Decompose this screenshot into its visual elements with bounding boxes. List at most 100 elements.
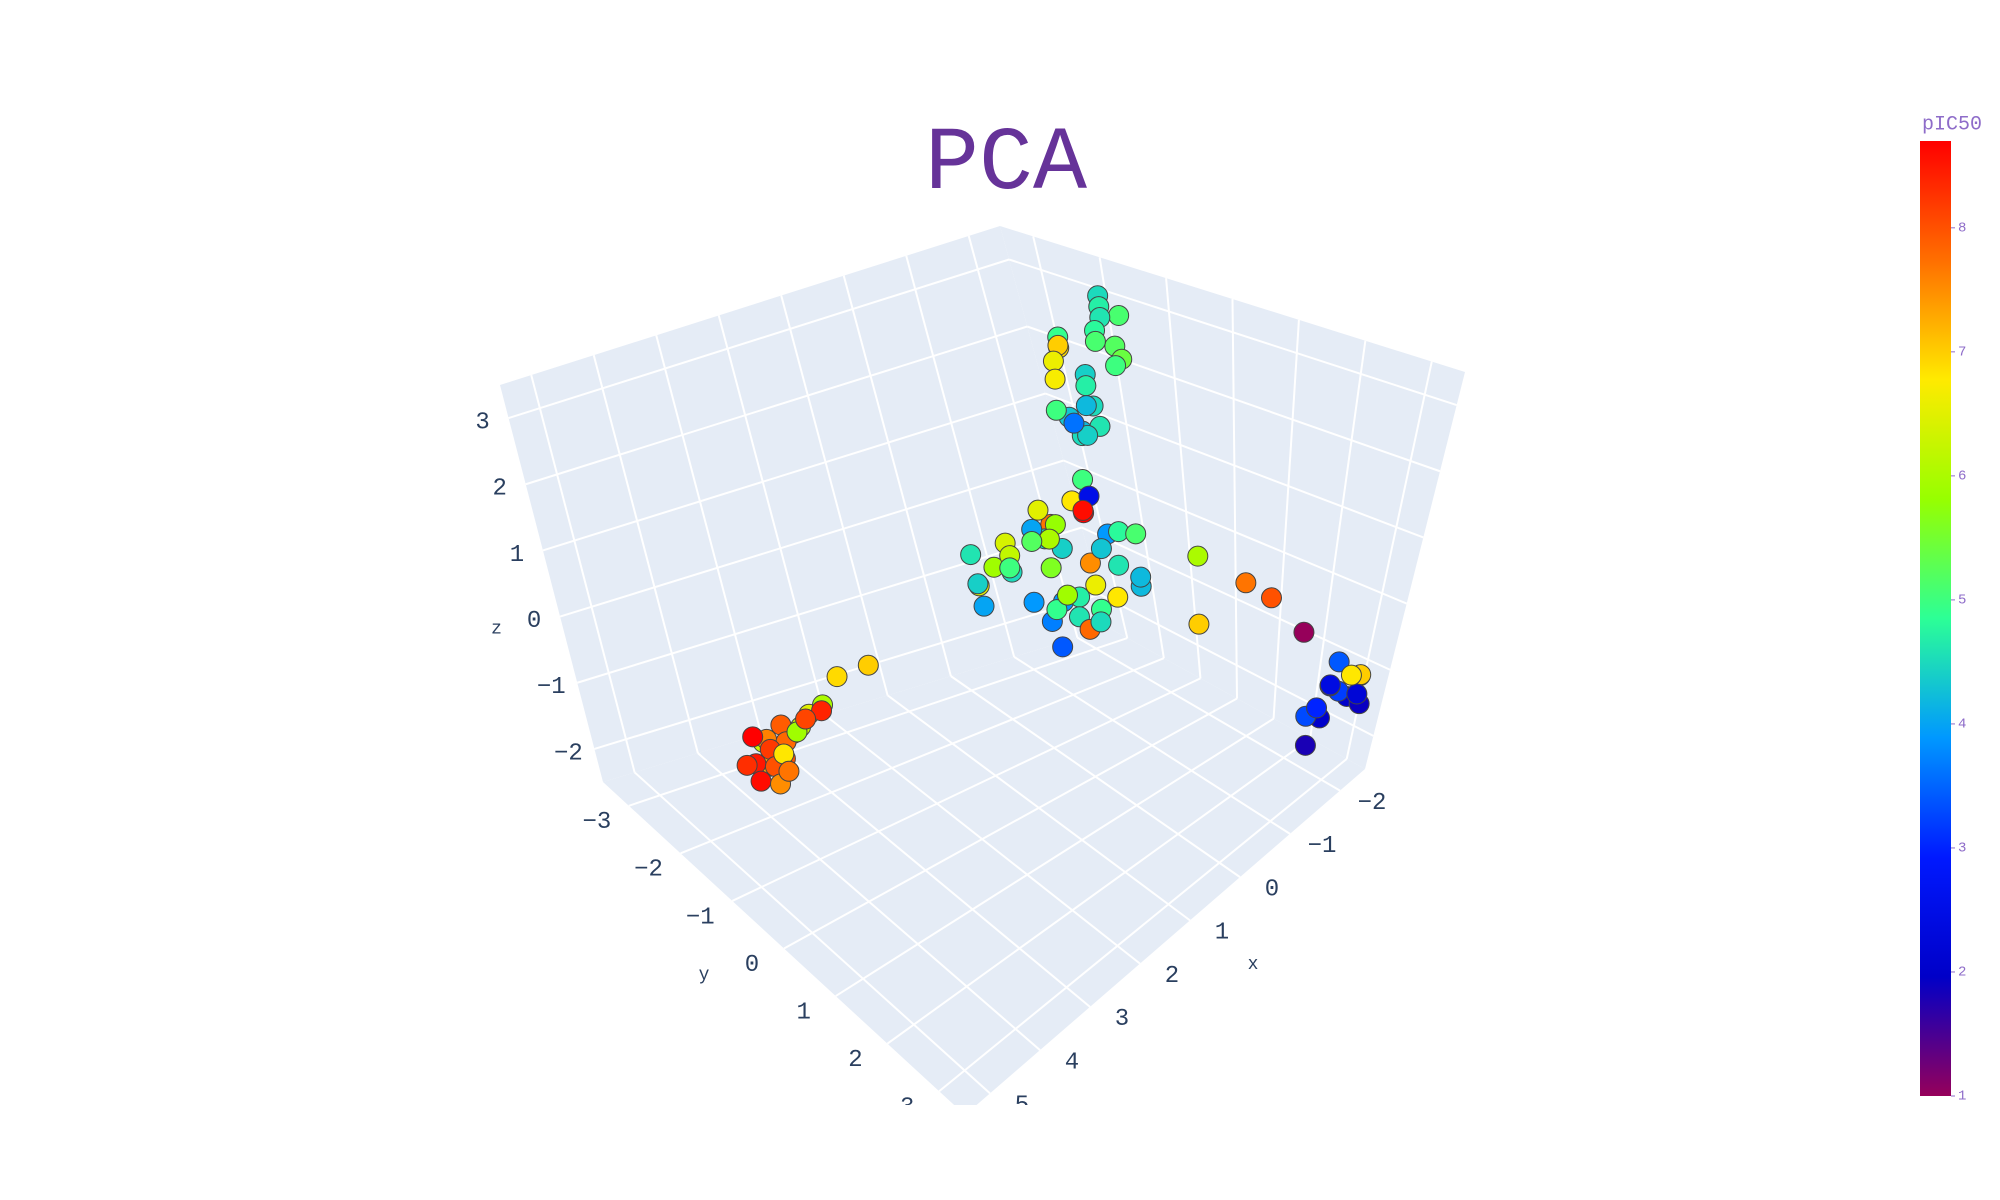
x-tick-label: 3 [1115,1006,1129,1033]
x-tick-label: 5 [1015,1093,1029,1120]
data-point [1079,552,1101,574]
x-tick-label: 1 [1215,920,1229,947]
data-point [1319,674,1341,696]
data-point [960,544,982,566]
wall [500,226,1109,782]
data-point [1038,528,1060,550]
z-tick-label: −1 [537,674,566,701]
grid-line [1081,526,1391,671]
y-tick-label: −3 [582,809,611,836]
data-point [1108,304,1130,326]
grid-line [886,737,1311,1045]
data-point [1042,350,1064,372]
grid-line [780,295,889,696]
data-point [1293,621,1315,643]
chart-title: PCA [925,114,1087,216]
data-point [1084,330,1106,352]
colorbar-tick-label: 1 [1958,1089,1966,1105]
data-point [1328,651,1350,673]
data-point [1046,599,1068,621]
grid-line [628,637,1128,807]
grid-line [783,697,1238,950]
data-point [1057,584,1079,606]
z-tick-label: 2 [493,476,507,503]
grid-line [1165,278,1202,679]
data-point [1044,368,1066,390]
grid-line [594,593,1101,750]
data-point [999,557,1021,579]
grid-line [508,258,1010,420]
grid-line [576,526,1083,684]
x-tick-label: −2 [1358,790,1387,817]
grid-line [1063,459,1408,605]
data-point [778,760,800,782]
x-tick-label: −1 [1308,833,1337,860]
grid-line [835,717,1275,997]
data-point [1045,399,1067,421]
grid-line [717,315,826,715]
colorbar-scale [1920,141,1951,1096]
y-tick-label: −2 [634,857,663,884]
data-point [967,573,989,595]
grid-line [542,392,1046,552]
z-tick-label: 1 [510,542,524,569]
grid-line [1231,298,1238,699]
x-tick-label: 4 [1065,1049,1079,1076]
y-tick-label: 2 [848,1047,862,1074]
data-point [1187,545,1209,567]
x-tick-label: 2 [1165,963,1179,990]
grid-line [842,275,952,677]
data-point [1072,499,1094,521]
data-point [1260,587,1282,609]
x-axis-title: x [1248,955,1259,975]
data-point [1052,636,1074,658]
colorbar-tick-label: 3 [1958,841,1966,857]
data-point [736,754,758,776]
grid-line [530,374,636,773]
colorbar-tick-label: 6 [1958,469,1966,485]
y-tick-label: 0 [745,952,759,979]
data-point [1235,572,1257,594]
data-point [1021,530,1043,552]
grid-line [1272,319,1300,719]
grid-line [1045,392,1424,539]
y-tick-label: 1 [797,999,811,1026]
grid-line [680,657,1165,855]
grid-line [525,325,1028,486]
data-point [1306,697,1328,719]
colorbar-tick-label: 7 [1958,345,1966,361]
y-axis-title: y [699,965,710,985]
colorbar-tick-label: 8 [1958,221,1966,237]
data-point [1063,412,1085,434]
data-point [1188,613,1210,635]
grid-line [1008,258,1457,407]
z-axis-title: z [491,619,502,639]
grid-line [655,335,763,735]
grid-line [1098,257,1165,659]
data-point [1294,734,1316,756]
y-tick-label: −1 [686,904,715,931]
grid-line [592,354,699,754]
colorbar-tick-label: 4 [1958,717,1966,733]
data-point [1090,538,1112,560]
colorbar-tick-label: 2 [1958,965,1966,981]
data-point [1125,523,1147,545]
data-point [857,654,879,676]
data-point [750,770,772,792]
data-point [1107,586,1129,608]
grid-line [559,459,1064,618]
data-point [1090,611,1112,633]
data-point [1340,664,1362,686]
colorbar: 1 2 3 4 5 6 7 8 pIC50 [1920,113,1982,1105]
y-tick-label: 3 [900,1095,914,1122]
grid-line [905,255,1016,658]
data-point [1075,395,1097,417]
x-tick-label: 0 [1265,876,1279,903]
data-point [1075,375,1097,397]
data-point [973,595,995,617]
scene: −2 −1 0 1 2 3 4 5 −3 −2 −1 0 1 2 3 −2 −1 0 1 2 3 x y z [475,226,1465,1122]
data-point [1040,557,1062,579]
grid-line [731,677,1201,902]
